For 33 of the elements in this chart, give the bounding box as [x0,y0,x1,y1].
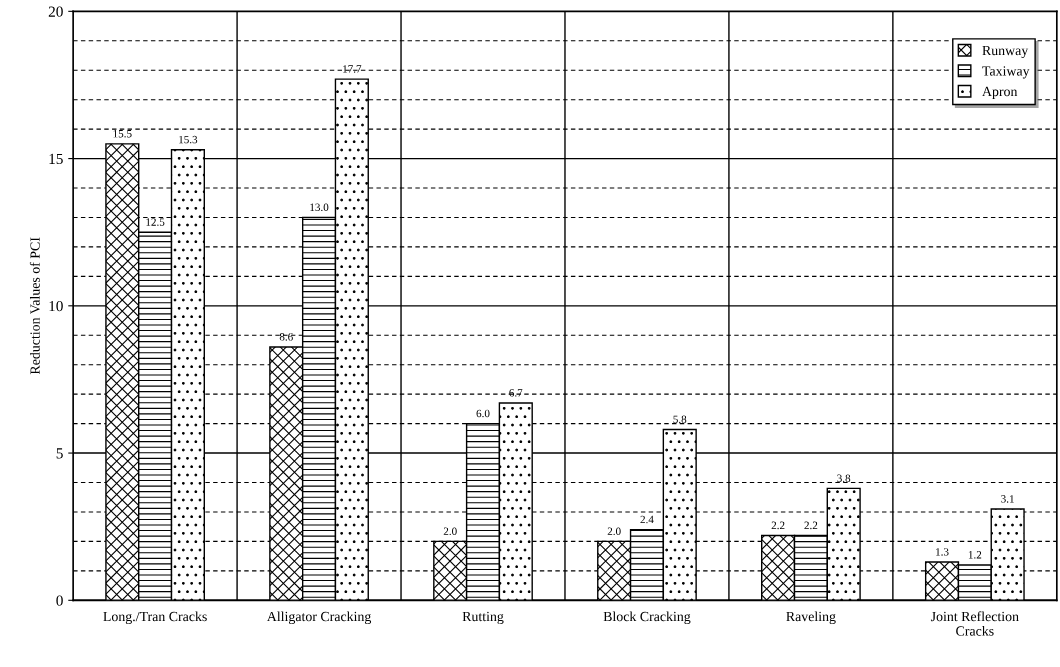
y-tick-label: 20 [48,6,63,17]
x-tick-label: Block Cracking [603,611,691,625]
y-tick-label: 15 [49,153,63,165]
data-label: 13.0 [310,203,329,212]
data-label: 15.5 [113,129,132,138]
data-label: 3.8 [837,474,851,483]
data-label: 2.2 [804,521,818,530]
data-label: 2.0 [443,527,457,536]
x-tick-label: Alligator Cracking [266,611,372,625]
y-tick-label: 10 [49,300,63,312]
legend-label: Runway [982,45,1029,59]
x-tick-label: Raveling [786,611,836,625]
data-label: 1.3 [936,548,949,556]
data-label: 3.1 [1001,495,1014,503]
data-label: 12.5 [146,218,165,226]
y-axis-title: Reduction Values of PCI [29,237,40,375]
legend-label: Apron [982,86,1018,99]
data-label: 6.7 [509,389,523,397]
y-tick-label: 5 [56,448,63,459]
x-tick-label: Rutting [462,611,504,625]
legend-label: Taxiway [982,66,1030,79]
data-label: 15.3 [179,135,198,144]
data-label: 2.2 [771,521,785,530]
data-label: 1.2 [968,551,982,559]
data-label: 2.4 [640,515,654,524]
data-label: 8.6 [279,333,293,341]
data-label: 5.8 [673,415,687,424]
data-label: 6.0 [476,409,490,418]
y-tick-label: 0 [56,595,63,606]
data-label: 2.0 [607,527,621,536]
data-label: 17.7 [343,65,362,73]
x-tick-label: Long./Tran Cracks [103,611,207,625]
x-tick-label: Joint Reflection Cracks [930,611,1019,636]
